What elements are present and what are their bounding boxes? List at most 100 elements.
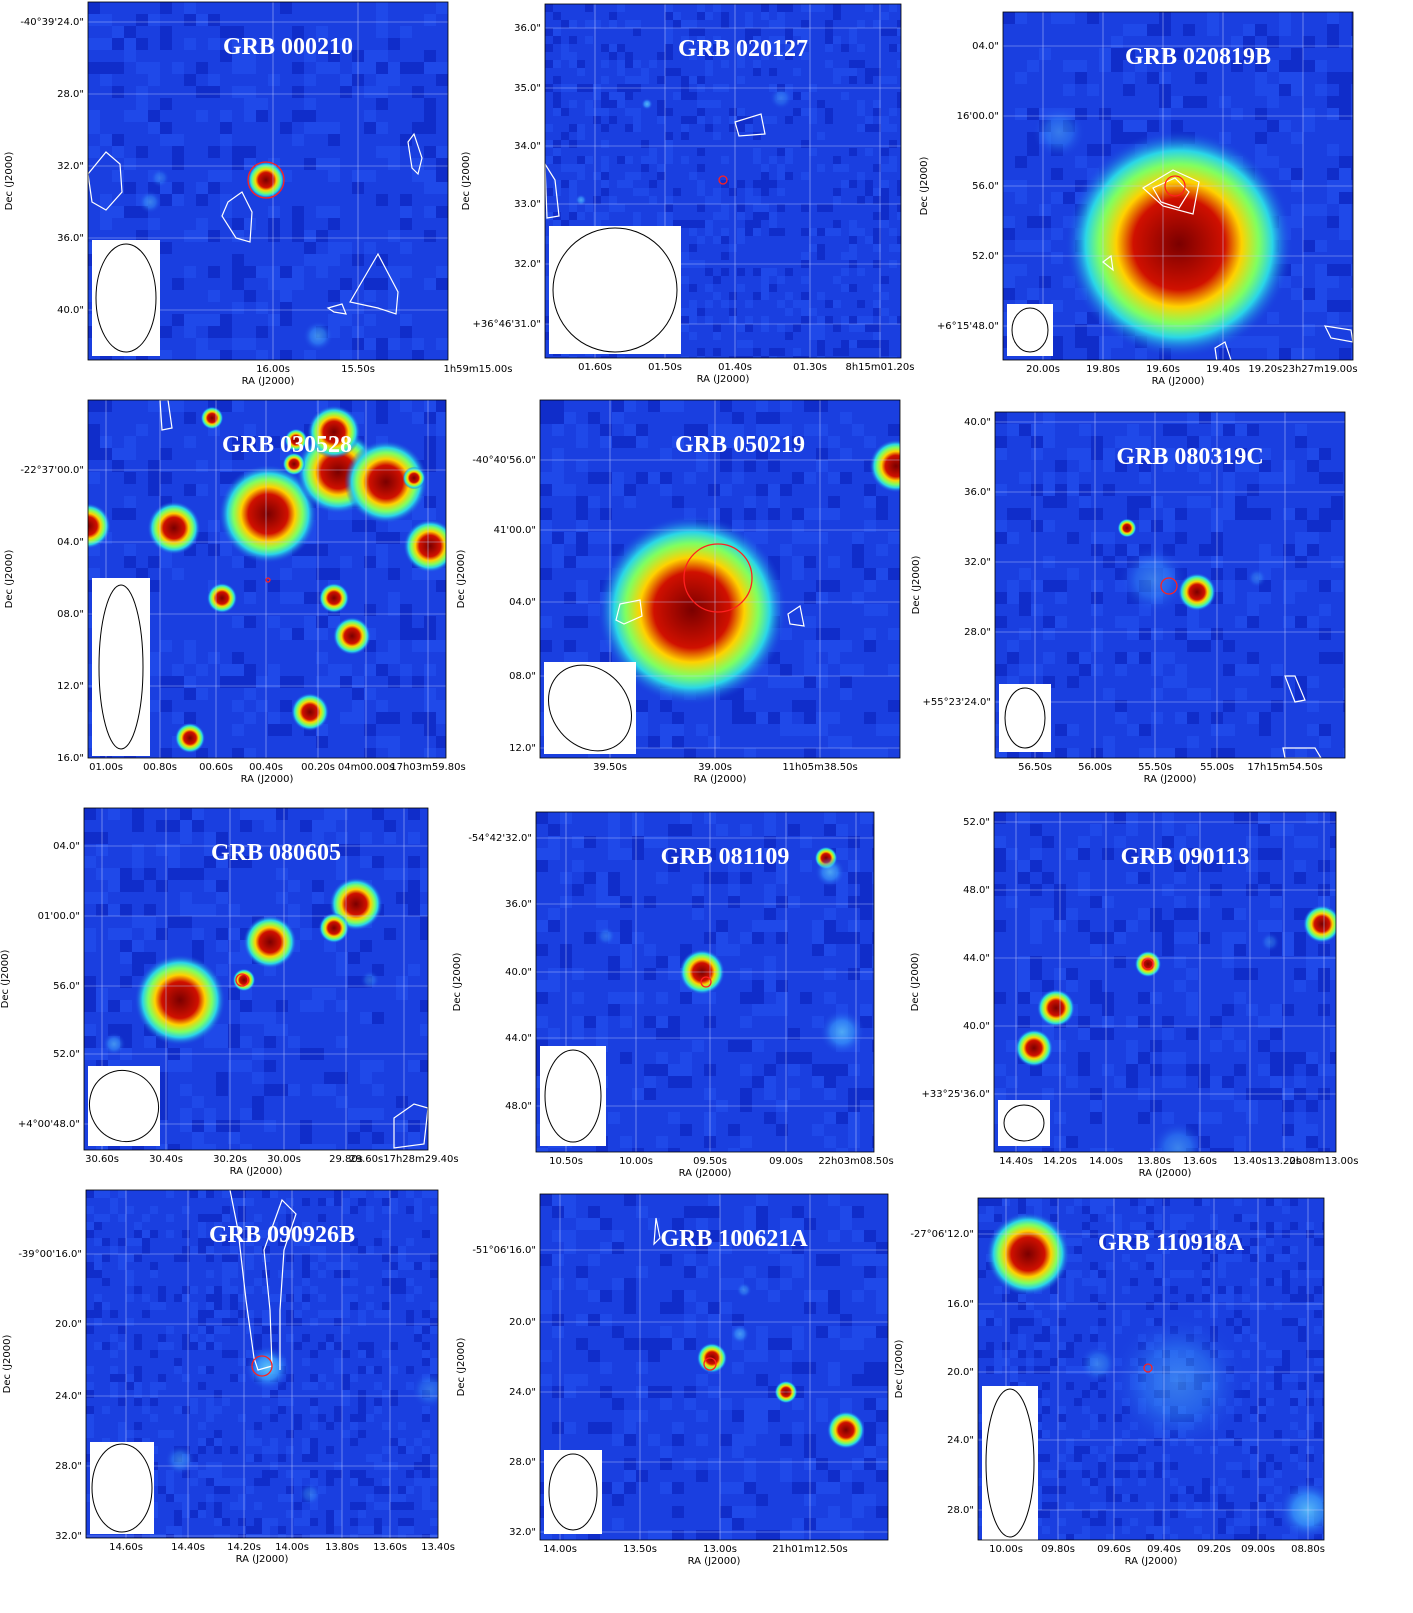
x-tick-label: 20.00s — [1026, 364, 1060, 375]
x-tick-label: 09.40s — [1147, 1544, 1181, 1555]
panel-svg: GRB 020127 36.0" 35.0" 34.0" 33.0" 32.0" +36°4… — [461, 3, 915, 385]
y-tick-label: 32.0" — [55, 1531, 82, 1542]
y-tick-label: -54°42'32.0" — [468, 833, 532, 844]
beam-box — [540, 1046, 606, 1146]
source — [318, 582, 350, 614]
panel-title: GRB 081109 — [661, 844, 790, 870]
image-panel: GRB 000210 -40°39'24.0" 28.0" 32.0" 36.0" 40.… — [0, 1, 513, 400]
image-panel: GRB 090926B -39°00'16.0" 20.0" 24.0" 28.0" 32… — [0, 1189, 455, 1578]
x-tick-label: 21h01m12.50s — [772, 1544, 847, 1555]
source — [641, 98, 653, 110]
y-tick-label: 04.0" — [53, 841, 80, 852]
source — [174, 722, 206, 754]
grb-position-circle — [1160, 577, 1178, 595]
y-tick-label: 16'00.0" — [957, 111, 999, 122]
radio-contour — [545, 162, 560, 219]
y-tick-label: 40.0" — [964, 417, 991, 428]
y-tick-label: 28.0" — [57, 89, 84, 100]
source — [1065, 130, 1293, 358]
panel-svg: GRB 100621A -51°06'16.0" 20.0" 24.0" 28.0" 32… — [456, 1193, 889, 1567]
x-axis-label: RA (J2000) — [236, 1554, 289, 1565]
radio-contour — [326, 303, 347, 315]
y-axis-label: Dec (J2000) — [4, 550, 15, 609]
x-tick-label: 01.00s — [89, 762, 123, 773]
y-tick-label: 48.0" — [963, 885, 990, 896]
grb-position-circle — [265, 577, 271, 583]
y-tick-label: 04.0" — [509, 597, 536, 608]
grb-position-circle — [235, 973, 249, 987]
beam-box — [999, 684, 1051, 752]
beam-ellipse — [95, 243, 157, 353]
y-axis-label: Dec (J2000) — [461, 152, 472, 211]
y-tick-label: 28.0" — [947, 1505, 974, 1516]
source — [134, 954, 226, 1046]
beam-box — [998, 1100, 1050, 1146]
y-tick-label: 01'00.0" — [38, 911, 80, 922]
image-panel: GRB 080319C 40.0" 36.0" 32.0" 28.0" +55°23'24… — [905, 411, 1355, 798]
y-tick-label: 16.0" — [947, 1299, 974, 1310]
panel-svg: GRB 030528 -22°37'00.0" 04.0" 08.0" 12.0" 16.… — [4, 399, 466, 785]
x-tick-label: 01.30s — [793, 362, 827, 373]
y-tick-label: 20.0" — [947, 1367, 974, 1378]
beam-ellipse — [98, 584, 144, 750]
beam-box — [90, 1442, 154, 1534]
y-tick-label: 24.0" — [947, 1435, 974, 1446]
x-tick-label: 13.40s — [421, 1542, 455, 1553]
x-tick-label: 08.80s — [1291, 1544, 1325, 1555]
x-tick-label: 8h15m01.20s — [845, 362, 914, 373]
beam-box — [549, 226, 681, 354]
beam-ellipse — [91, 1443, 153, 1533]
panel-title: GRB 110918A — [1098, 1230, 1245, 1256]
y-tick-label: 52.0" — [972, 251, 999, 262]
source — [1247, 568, 1267, 588]
beam-box — [1007, 304, 1053, 356]
x-tick-label: 29.60s17h28m29.40s — [349, 1154, 458, 1165]
image-panel: GRB 030528 -22°37'00.0" 04.0" 08.0" 12.0" 16.… — [0, 399, 466, 798]
panel-svg: GRB 090926B -39°00'16.0" 20.0" 24.0" 28.0" 32… — [2, 1189, 455, 1565]
x-axis-label: RA (J2000) — [242, 376, 295, 387]
panel-title: GRB 030528 — [222, 432, 352, 458]
y-tick-label: 33.0" — [514, 199, 541, 210]
y-axis-label: Dec (J2000) — [910, 953, 921, 1012]
y-tick-label: -27°06'12.0" — [910, 1229, 974, 1240]
y-tick-label: 34.0" — [514, 141, 541, 152]
source — [1117, 518, 1137, 538]
source — [1079, 1345, 1117, 1383]
source — [597, 515, 787, 705]
y-tick-label: 56.0" — [53, 981, 80, 992]
x-tick-label: 00.20s — [301, 762, 335, 773]
radio-contour — [615, 599, 643, 625]
y-axis-label: Dec (J2000) — [456, 550, 467, 609]
y-tick-label: 24.0" — [509, 1387, 536, 1398]
panel-svg: GRB 000210 -40°39'24.0" 28.0" 32.0" 36.0" 40.… — [4, 1, 513, 387]
x-tick-label: 19.20s23h27m19.00s — [1248, 364, 1357, 375]
source — [1178, 573, 1216, 611]
source — [284, 428, 308, 452]
y-tick-label: 52.0" — [963, 817, 990, 828]
y-tick-label: -51°06'16.0" — [472, 1245, 536, 1256]
radio-contour — [1152, 177, 1190, 209]
source — [819, 1009, 865, 1055]
source — [302, 320, 334, 352]
x-tick-label: 14.20s — [1043, 1156, 1077, 1167]
source — [318, 912, 350, 944]
beam-box — [982, 1386, 1038, 1540]
y-axis-label: Dec (J2000) — [2, 1335, 13, 1394]
y-tick-label: 08.0" — [57, 609, 84, 620]
source — [402, 466, 426, 490]
y-tick-label: 20.0" — [55, 1319, 82, 1330]
source — [333, 617, 371, 655]
x-tick-label: 09.00s — [769, 1156, 803, 1167]
radio-contour — [734, 113, 766, 137]
x-tick-label: 30.40s — [149, 1154, 183, 1165]
x-tick-label: 55.00s — [1200, 762, 1234, 773]
source — [200, 406, 224, 430]
beam-box — [92, 240, 160, 356]
y-tick-label: -40°39'24.0" — [20, 17, 84, 28]
y-tick-label: 48.0" — [505, 1101, 532, 1112]
source — [827, 1411, 865, 1449]
source — [730, 1324, 750, 1344]
x-tick-label: 14.00s — [275, 1542, 309, 1553]
y-tick-label: -22°37'00.0" — [20, 465, 84, 476]
x-tick-label: 39.00s — [698, 762, 732, 773]
